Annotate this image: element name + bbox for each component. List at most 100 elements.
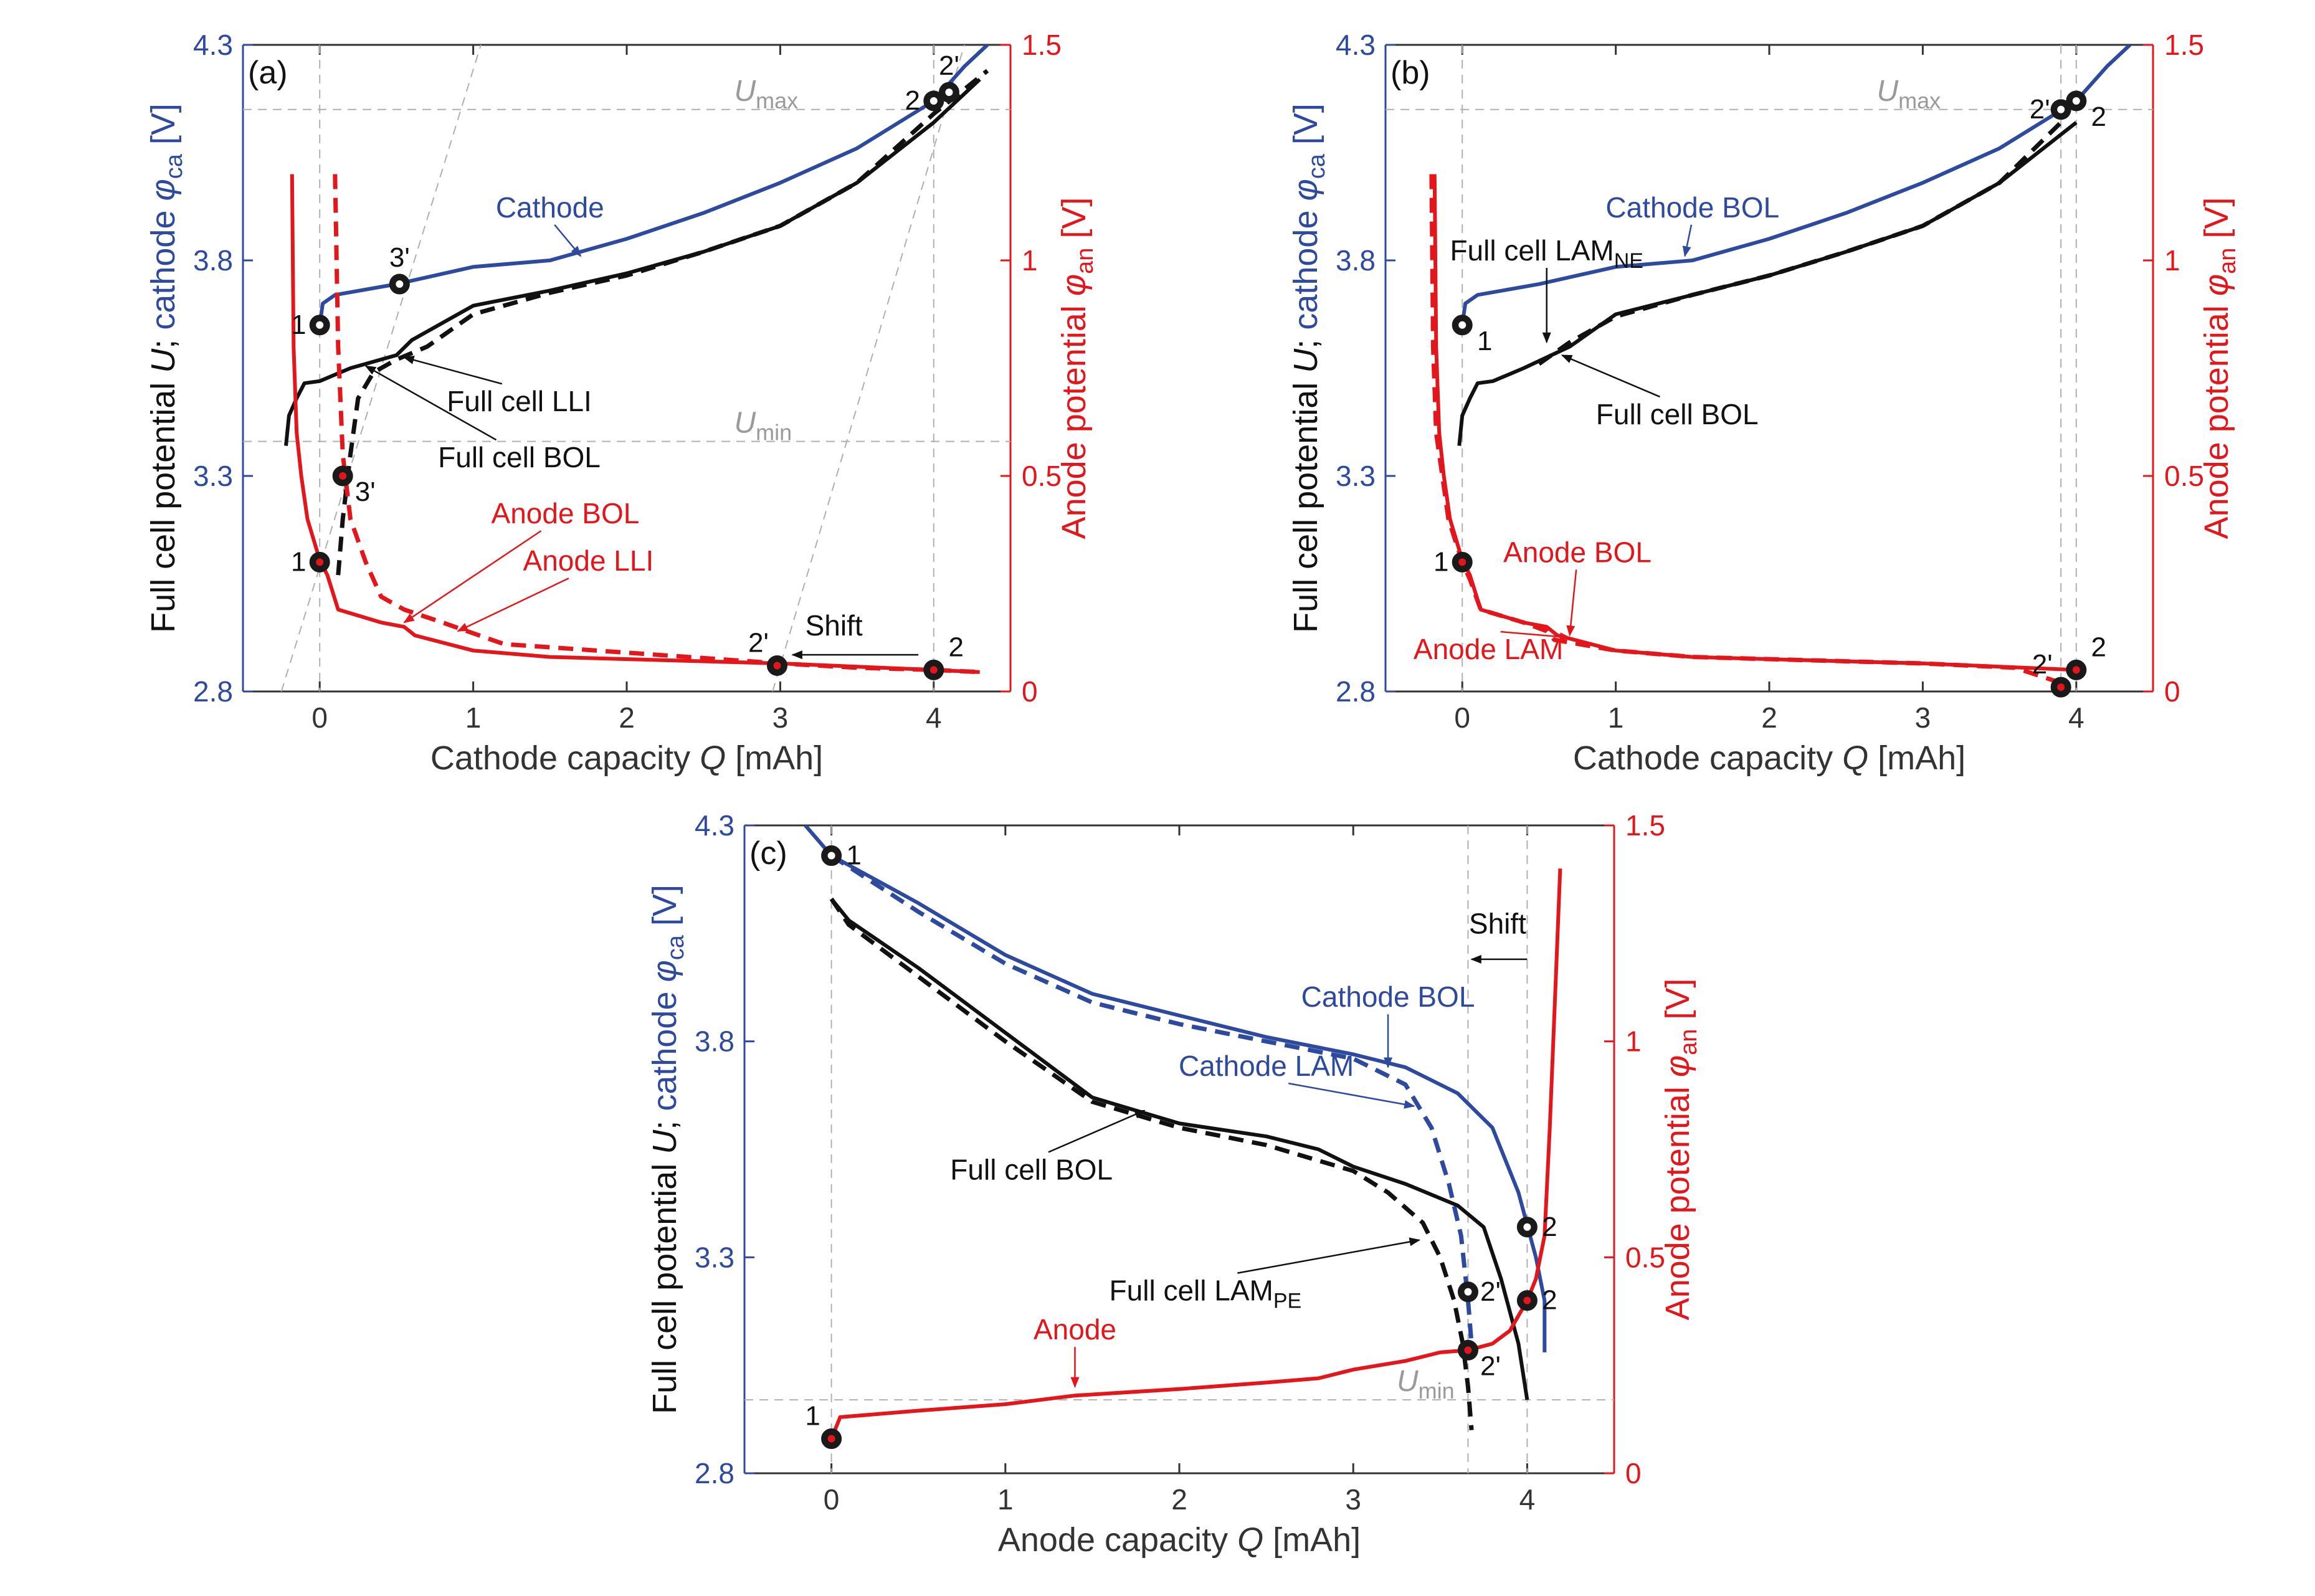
series-group: [1429, 45, 2132, 685]
annotation-label: Full cell LLI: [447, 385, 592, 417]
marker-center: [2072, 97, 2080, 105]
panel-label: (a): [248, 55, 288, 91]
marker-label: 1: [805, 1401, 820, 1432]
series-cathode: [318, 45, 989, 326]
marker-center: [1458, 321, 1466, 329]
y-axis-label-right: Anode potential φan [V]: [1055, 197, 1098, 539]
panel-label: (c): [749, 835, 787, 872]
y-tick-label-left: 4.3: [695, 809, 734, 842]
y-tick-label-left: 3.8: [193, 244, 233, 277]
x-tick-label: 4: [1519, 1483, 1536, 1516]
y-axis-label-left: Full cell potential U; cathode φca [V]: [646, 885, 689, 1414]
y-tick-label-right: 0: [1625, 1457, 1642, 1489]
annotation-label: Cathode LAM: [1179, 1050, 1354, 1082]
guide-diagonal: [772, 45, 966, 691]
annotation-arrow: [1288, 1082, 1415, 1109]
marker-label: 2: [1542, 1212, 1557, 1242]
marker-center: [1523, 1296, 1531, 1304]
x-tick-label: 1: [1608, 701, 1624, 734]
panel-b: 0 1 2 3 4 2.8 3.3 3.8 4.3 0 0.5 1 1.5 Cathode capacit…: [1287, 29, 2241, 777]
y-tick-label-right: 0.5: [1625, 1241, 1665, 1273]
series-anode-lam: [1429, 174, 2062, 685]
series-full-cell-lli: [336, 69, 989, 576]
annotation-label: Full cell LAMPE: [1110, 1275, 1302, 1313]
y-tick-label-right: 1.5: [1022, 29, 1062, 61]
marker-label: 1: [291, 546, 306, 577]
marker-label: 2': [939, 50, 959, 81]
x-tick-label: 4: [926, 701, 942, 734]
marker-label: 1: [1433, 546, 1448, 577]
marker-label: 2: [949, 632, 964, 662]
annotation-label: Anode LLI: [523, 544, 654, 577]
x-tick-label: 3: [1915, 701, 1931, 734]
y-tick-label-right: 0: [1022, 675, 1038, 708]
marker-center: [945, 88, 953, 97]
x-tick-label: 3: [772, 701, 789, 734]
marker-label: 2': [2030, 94, 2050, 125]
annotation-arrow: [403, 530, 542, 624]
annotation-label: Shift: [806, 609, 863, 642]
y-tick-label-left: 4.3: [1336, 29, 1376, 61]
annotation-label: Full cell BOL: [950, 1154, 1113, 1186]
x-tick-label: 2: [1171, 1483, 1187, 1516]
y-tick-label-left: 2.8: [1336, 675, 1376, 708]
annotation-arrow: [1566, 569, 1577, 637]
x-axis-label: Cathode capacity Q [mAh]: [430, 739, 823, 777]
annotation-arrow: [1561, 354, 1660, 398]
annotation-label: Cathode BOL: [1605, 191, 1779, 224]
annotation-label: Shift: [1469, 907, 1526, 939]
y-tick-label-left: 3.8: [695, 1025, 734, 1058]
marker-label: 2': [1480, 1351, 1501, 1381]
guides: [1386, 45, 2153, 691]
series-group: [804, 825, 1562, 1440]
marker-center: [827, 852, 835, 860]
guide-label: Umin: [734, 407, 792, 445]
marker-center: [1523, 1223, 1531, 1231]
annotation-label: Full cell LAMNE: [1450, 234, 1643, 273]
marker-label: 1: [1477, 326, 1492, 356]
y-tick-label-left: 3.3: [1336, 460, 1376, 492]
marker-center: [929, 97, 938, 105]
annotation-arrow: [457, 577, 569, 632]
marker-center: [929, 666, 938, 674]
annotation-label: Cathode BOL: [1301, 981, 1475, 1013]
marker-label: 2: [905, 85, 920, 116]
marker-center: [1464, 1346, 1472, 1354]
marker-center: [2072, 666, 2080, 674]
annotation-label: Anode LAM: [1414, 633, 1563, 665]
marker-center: [1458, 558, 1466, 566]
marker-label: 2: [2091, 632, 2106, 662]
x-tick-label: 1: [997, 1483, 1014, 1516]
annotation-label: Anode BOL: [1503, 536, 1652, 568]
marker-center: [316, 321, 324, 329]
x-tick-label: 1: [465, 701, 482, 734]
marker-label: 2: [2091, 102, 2106, 132]
series-anode: [829, 868, 1562, 1440]
annotation-arrow: [1048, 1109, 1146, 1153]
annotation-label: Full cell BOL: [438, 441, 601, 473]
guides: [744, 825, 1614, 1473]
x-axis-label: Cathode capacity Q [mAh]: [1573, 739, 1966, 777]
guide-diagonal: [280, 45, 482, 691]
marker-label: 1: [846, 840, 861, 871]
series-full-cell-lam-ne: [1538, 121, 2063, 366]
marker-center: [339, 472, 347, 480]
marker-center: [396, 280, 404, 288]
guide-label: Umax: [1876, 75, 1941, 113]
y-tick-label-left: 3.3: [695, 1241, 734, 1273]
guide-label: Umin: [1397, 1365, 1455, 1404]
series-cathode-bol: [1460, 45, 2132, 326]
y-tick-label-right: 1: [1022, 244, 1038, 277]
y-tick-label-right: 0.5: [2164, 460, 2204, 492]
x-tick-label: 0: [311, 701, 328, 734]
x-tick-label: 3: [1345, 1483, 1361, 1516]
y-tick-label-right: 1: [1625, 1025, 1642, 1058]
annotation-arrow: [364, 365, 497, 441]
x-tick-label: 4: [2068, 701, 2084, 734]
series-full-cell-bol: [830, 898, 1529, 1400]
marker-center: [2057, 683, 2065, 691]
guide-label: Umax: [734, 75, 798, 113]
annotation-label: Full cell BOL: [1596, 398, 1759, 430]
y-axis-label-right: Anode potential φan [V]: [1659, 979, 1702, 1321]
